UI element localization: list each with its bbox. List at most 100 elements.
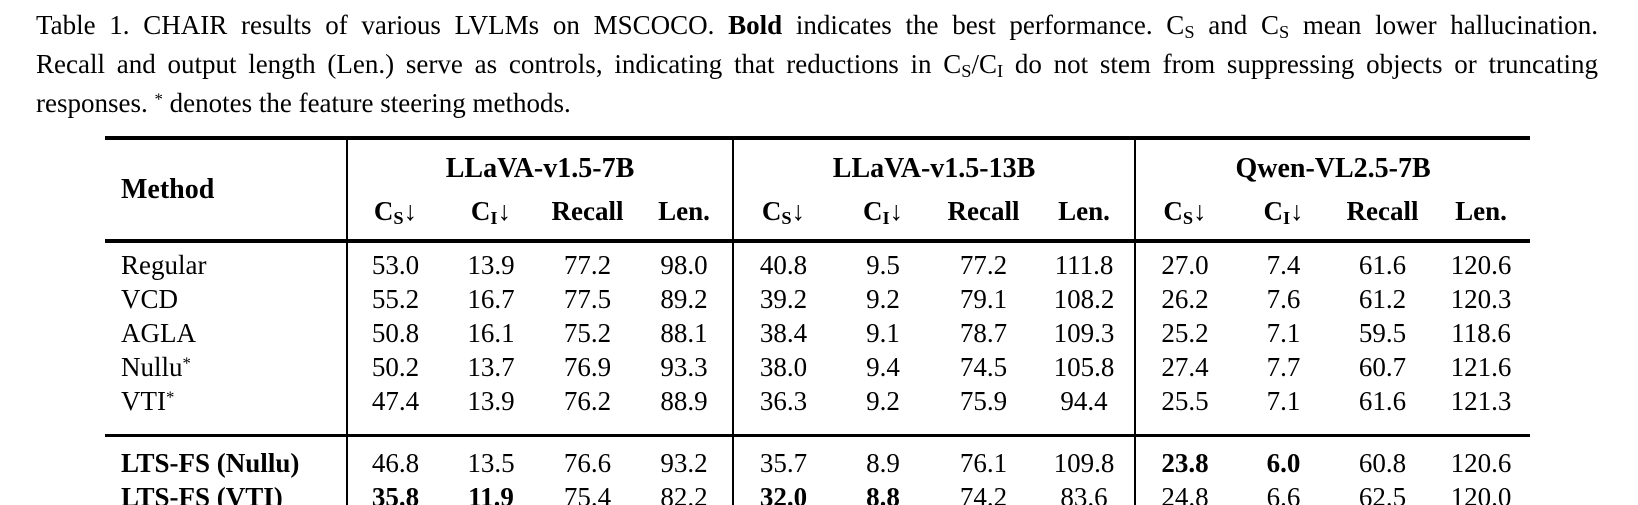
value-cell: 35.7 <box>732 434 834 480</box>
value-cell: 94.4 <box>1060 385 1108 416</box>
method-name: Nullu* <box>105 350 347 384</box>
subscript: S <box>393 208 404 229</box>
value-cell: 62.5 <box>1358 481 1407 505</box>
value-cell: 9.2 <box>866 283 900 314</box>
value-cell: 50.2 <box>346 350 443 384</box>
value-cell: 47.4 <box>346 384 443 436</box>
value-cell: 89.2 <box>660 283 708 314</box>
caption-text: responses. <box>36 88 155 118</box>
subscript: S <box>1278 22 1290 43</box>
value-cell: 77.2 <box>563 249 612 280</box>
col-header-text: C <box>1263 196 1283 226</box>
method-label: VCD <box>121 283 179 314</box>
results-table-container: Method LLaVA-v1.5-7B LLaVA-v1.5-13B Qwen… <box>105 136 1638 505</box>
table-row-vcd: VCD 55.2 16.7 77.5 89.2 39.2 9.2 79.1 10… <box>105 282 1530 316</box>
col-header-len: Len. <box>1432 190 1531 243</box>
col-header-ci: CI↓ <box>1234 190 1334 243</box>
value-cell: 7.1 <box>1266 385 1301 416</box>
col-header-text: C <box>373 196 394 226</box>
star-marker: * <box>182 352 191 372</box>
value-cell: 61.6 <box>1358 249 1407 280</box>
down-arrow-icon: ↓ <box>403 196 418 226</box>
subscript: I <box>490 208 498 229</box>
asterisk-superscript: * <box>154 89 163 109</box>
caption-bold-word: Bold <box>728 10 783 40</box>
value-cell: 59.5 <box>1358 317 1407 348</box>
value-cell: 39.2 <box>732 282 834 316</box>
down-arrow-icon: ↓ <box>497 196 512 226</box>
col-header-cs: CS↓ <box>732 190 834 243</box>
value-cell: 108.2 <box>1053 283 1115 314</box>
col-header-len: Len. <box>1034 190 1136 243</box>
value-cell: 120.6 <box>1450 249 1512 280</box>
method-name: LTS-FS (Nullu) <box>105 434 347 480</box>
caption-line-2: Recall and output length (Len.) serve as… <box>36 45 1598 84</box>
value-cell: 93.3 <box>660 351 708 382</box>
value-cell: 38.0 <box>732 350 834 384</box>
method-name: AGLA <box>105 316 347 350</box>
group-header-llava-13b: LLaVA-v1.5-13B <box>732 138 1136 190</box>
value-cell: 50.8 <box>346 316 443 350</box>
method-name: LTS-FS (VTI) <box>105 480 347 505</box>
value-cell: 88.9 <box>660 385 708 416</box>
value-cell-best: 11.9 <box>468 481 514 505</box>
col-header-cs: CS↓ <box>1134 190 1235 243</box>
value-cell: 13.9 <box>467 249 515 280</box>
col-header-recall: Recall <box>933 190 1035 243</box>
col-header-text: C <box>1163 196 1183 226</box>
value-cell: 13.7 <box>467 351 515 382</box>
method-name: Regular <box>105 241 347 282</box>
value-cell: 7.4 <box>1266 249 1301 280</box>
value-cell: 105.8 <box>1053 351 1115 382</box>
caption-text: denotes the feature steering methods. <box>162 88 571 118</box>
caption-text: and C <box>1194 10 1279 40</box>
method-label: AGLA <box>121 317 196 348</box>
value-cell: 118.6 <box>1451 317 1511 348</box>
caption-line-1: Table 1. CHAIR results of various LVLMs … <box>36 6 1598 45</box>
table-caption: Table 1. CHAIR results of various LVLMs … <box>0 0 1638 123</box>
method-label: Regular <box>121 249 207 280</box>
value-cell: 9.4 <box>866 351 900 382</box>
down-arrow-icon: ↓ <box>1193 196 1207 226</box>
value-cell-best: 35.8 <box>346 480 443 505</box>
subscript: S <box>781 208 792 229</box>
caption-line-3: responses. * denotes the feature steerin… <box>36 84 1598 123</box>
value-cell: 76.6 <box>539 434 636 480</box>
subscript: I <box>882 208 890 229</box>
value-cell: 61.6 <box>1358 385 1407 416</box>
value-cell: 79.1 <box>959 283 1008 314</box>
value-cell-best: 32.0 <box>732 480 834 505</box>
value-cell-best: 8.8 <box>866 481 900 505</box>
value-cell-best: 6.0 <box>1234 434 1334 480</box>
value-cell: 26.2 <box>1134 282 1235 316</box>
value-cell: 25.2 <box>1134 316 1235 350</box>
col-header-recall: Recall <box>1333 190 1433 243</box>
value-cell: 60.8 <box>1333 434 1433 480</box>
table-row-regular: Regular 53.0 13.9 77.2 98.0 40.8 9.5 77.… <box>105 241 1530 282</box>
col-header-ci: CI↓ <box>833 190 934 243</box>
value-cell: 16.7 <box>467 283 515 314</box>
value-cell: 82.2 <box>660 481 708 505</box>
star-marker: * <box>165 386 175 406</box>
value-cell: 74.2 <box>959 481 1008 505</box>
table-row-vti: VTI* 47.4 13.9 76.2 88.9 36.3 9.2 75.9 9… <box>105 384 1530 436</box>
table-row-lts-fs-vti: LTS-FS (VTI) 35.8 11.9 75.4 82.2 32.0 8.… <box>105 480 1530 505</box>
value-cell: 7.6 <box>1266 283 1301 314</box>
value-cell: 46.8 <box>346 434 443 480</box>
subscript: S <box>961 61 972 82</box>
value-cell: 9.2 <box>866 385 900 416</box>
col-header-text: C <box>862 196 883 226</box>
value-cell: 74.5 <box>959 351 1008 382</box>
down-arrow-icon: ↓ <box>889 196 904 226</box>
value-cell: 8.9 <box>833 434 934 480</box>
col-header-method: Method <box>105 138 347 243</box>
subscript: I <box>996 61 1004 82</box>
value-cell: 77.2 <box>959 249 1008 280</box>
group-header-llava-7b: LLaVA-v1.5-7B <box>345 138 734 190</box>
value-cell: 60.7 <box>1358 351 1407 382</box>
value-cell: 16.1 <box>467 317 515 348</box>
subscript: S <box>1184 22 1195 43</box>
col-header-ci: CI↓ <box>443 190 539 243</box>
value-cell: 76.2 <box>563 385 612 416</box>
method-label: LTS-FS (VTI) <box>121 481 283 505</box>
